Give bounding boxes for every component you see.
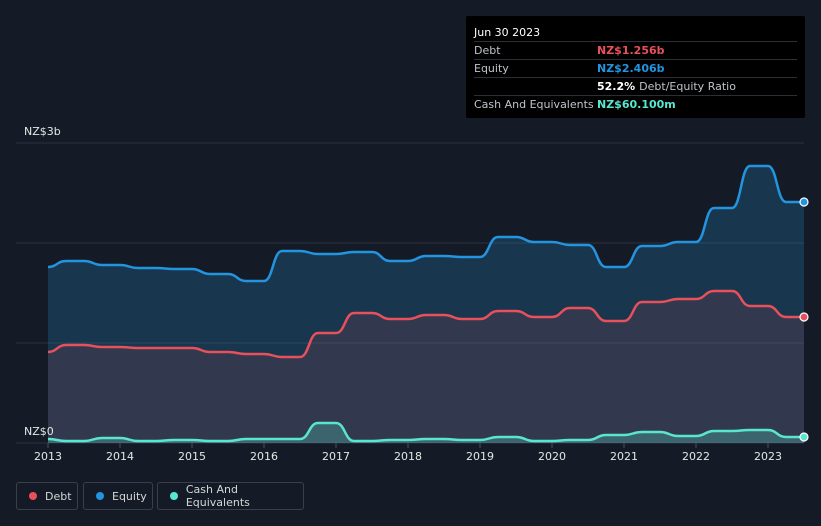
legend-label: Debt xyxy=(45,489,72,503)
legend-label: Equity xyxy=(112,489,147,503)
legend-label: Cash And Equivalents xyxy=(185,483,250,509)
x-tick-label: 2022 xyxy=(682,450,710,463)
cash-dot-icon xyxy=(170,492,178,500)
series-areas xyxy=(48,166,804,443)
x-tick-label: 2019 xyxy=(466,450,494,463)
y-axis-top-label: NZ$3b xyxy=(24,125,61,138)
tooltip-label: Equity xyxy=(474,62,509,75)
x-tick-label: 2014 xyxy=(106,450,134,463)
debt-end-marker xyxy=(799,312,809,322)
legend-item-equity[interactable]: Equity xyxy=(83,482,153,510)
x-tick-label: 2013 xyxy=(34,450,62,463)
debt-area xyxy=(48,291,804,443)
series-end-markers xyxy=(799,197,809,442)
tooltip-row-debt: Debt NZ$1.256b xyxy=(474,41,797,59)
tooltip-row-equity: Equity NZ$2.406b xyxy=(474,59,797,77)
tooltip-label: Debt xyxy=(474,44,501,57)
x-tick-label: 2023 xyxy=(754,450,782,463)
tooltip-value: NZ$1.256b xyxy=(597,44,665,57)
grid-lines xyxy=(16,142,804,444)
tooltip-label: Cash And Equivalents xyxy=(474,98,594,111)
cash-and-equivalents-area xyxy=(48,423,804,443)
y-axis-bottom-label: NZ$0 xyxy=(24,425,54,438)
equity-line xyxy=(47,164,804,283)
data-tooltip: Jun 30 2023 Debt NZ$1.256b Equity NZ$2.4… xyxy=(466,16,805,118)
x-axis-ticks: 2013 2014 2015 2016 2017 2018 2019 2020 2021 2022… xyxy=(34,443,782,463)
tooltip-value: NZ$60.100m xyxy=(597,98,676,111)
debt-dot-icon xyxy=(29,492,37,500)
x-tick-label: 2016 xyxy=(250,450,278,463)
equity-area xyxy=(48,166,804,443)
tooltip-label xyxy=(474,78,597,95)
tooltip-sublabel: Debt/Equity Ratio xyxy=(639,80,736,93)
legend-item-cash[interactable]: Cash And Equivalents xyxy=(157,482,304,510)
tooltip-value: NZ$2.406b xyxy=(597,62,665,75)
equity-dot-icon xyxy=(96,492,104,500)
tooltip-date: Jun 30 2023 xyxy=(474,26,541,39)
x-tick-label: 2018 xyxy=(394,450,422,463)
series-lines xyxy=(47,164,804,443)
tooltip-row-ratio: 52.2% Debt/Equity Ratio xyxy=(474,77,797,95)
cash-and-equivalents-line xyxy=(47,421,804,443)
cash-and-equivalents-end-marker xyxy=(799,432,809,442)
tooltip-value: 52.2% xyxy=(597,80,636,93)
x-tick-label: 2017 xyxy=(322,450,350,463)
x-tick-label: 2015 xyxy=(178,450,206,463)
x-tick-label: 2021 xyxy=(610,450,638,463)
equity-end-marker xyxy=(799,197,809,207)
debt-line xyxy=(47,289,804,359)
tooltip-row-cash: Cash And Equivalents NZ$60.100m xyxy=(474,95,797,113)
x-tick-label: 2020 xyxy=(538,450,566,463)
legend-item-debt[interactable]: Debt xyxy=(16,482,78,510)
